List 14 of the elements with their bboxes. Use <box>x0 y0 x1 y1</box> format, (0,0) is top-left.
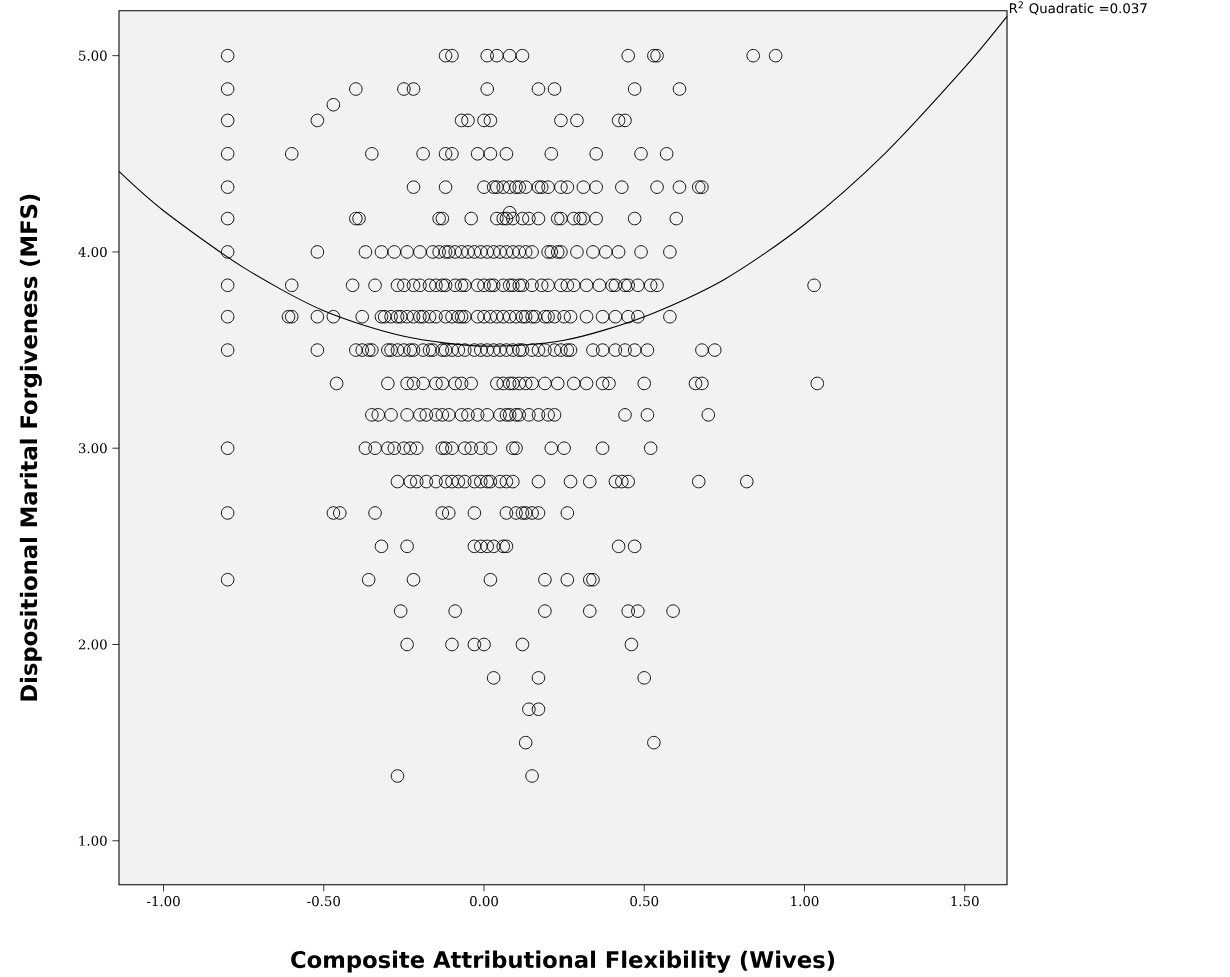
y-tick-label: 1.00 <box>79 835 107 846</box>
y-tick-label: 4.00 <box>78 246 107 257</box>
y-axis-title: Dispositional Marital Forgiveness (MFS) <box>19 194 42 701</box>
x-tick-label: 1.00 <box>791 896 819 907</box>
x-tick-label: 0.00 <box>470 896 498 907</box>
x-tick-label: -1.00 <box>147 896 180 907</box>
y-tick-label: 2.00 <box>78 639 107 650</box>
x-tick-label: -0.50 <box>307 896 340 907</box>
x-tick-label: 0.50 <box>630 896 659 907</box>
annotation: R$^{2}$ Quadratic =0.037 <box>1009 1 1147 15</box>
x-axis-title: Composite Attributional Flexibility (Wives) <box>291 950 835 973</box>
y-tick-label: 3.00 <box>78 443 107 454</box>
y-tick-label: 5.00 <box>79 50 107 61</box>
x-tick-label: 1.50 <box>951 896 979 907</box>
